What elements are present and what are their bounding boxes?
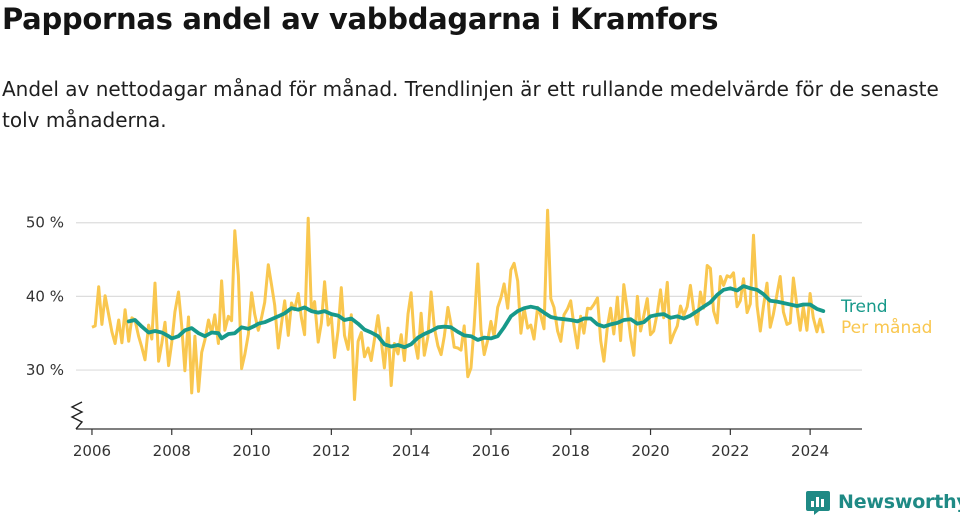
x-tick-label: 2014 <box>392 442 430 460</box>
y-axis-break-icon <box>70 401 84 430</box>
x-tick-label: 2018 <box>552 442 590 460</box>
x-tick-label: 2016 <box>472 442 510 460</box>
series-line-trend <box>126 284 826 350</box>
brand-logo: Newsworthy <box>805 489 960 515</box>
x-axis-ticks: 2006 2008 2010 2012 2014 2016 2018 2020 2022 2024 <box>73 429 829 460</box>
x-tick-label: 2022 <box>711 442 749 460</box>
newsworthy-logo-icon <box>806 491 830 515</box>
x-tick-label: 2024 <box>791 442 829 460</box>
brand-name: Newsworthy <box>838 491 960 513</box>
x-tick-label: 2006 <box>73 442 111 460</box>
x-tick-label: 2008 <box>153 442 191 460</box>
legend-trend: Trend <box>840 297 888 317</box>
y-tick-label: 40 % <box>26 287 64 305</box>
y-tick-label: 30 % <box>26 361 64 379</box>
x-tick-label: 2020 <box>631 442 669 460</box>
y-axis-ticks: 30 % 40 % 50 % <box>26 214 64 379</box>
legend-per-manad: Per månad <box>841 317 932 338</box>
x-tick-label: 2012 <box>312 442 350 460</box>
x-tick-label: 2010 <box>232 442 270 460</box>
series-line-per-manad <box>91 208 825 401</box>
chart-title: Pappornas andel av vabbdagarna i Kramfor… <box>2 2 719 36</box>
chart-subtitle: Andel av nettodagar månad för månad. Tre… <box>2 77 939 132</box>
y-tick-label: 50 % <box>26 214 64 232</box>
